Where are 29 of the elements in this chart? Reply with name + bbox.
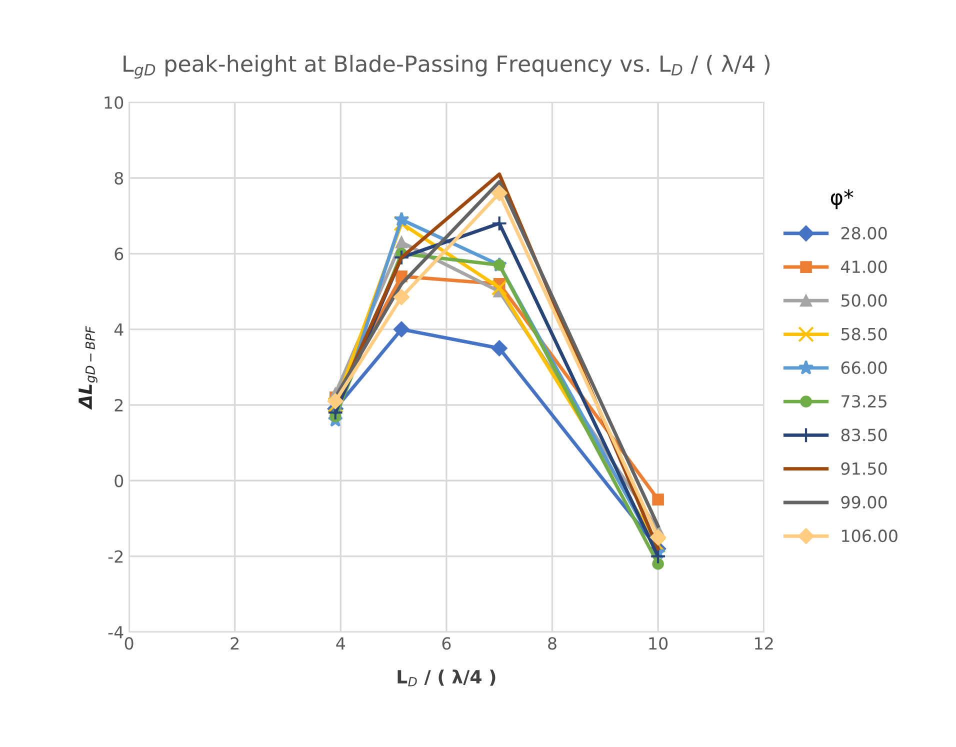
x-tick-label: 12 [755,637,773,650]
y-tick-label: -2 [108,550,123,563]
y-tick-label: -4 [108,626,124,638]
x-tick-label: 6 [442,637,451,650]
x-tick-label: 2 [230,637,238,650]
legend-label: 99.00 [841,496,887,509]
chart-title: L$_{gD}$ peak-height at Blade-Passing Frequency vs. L$_{D}$ / ( λ/4 ) [124,54,770,79]
x-tick-label: 0 [124,637,134,650]
x-tick-label: 8 [548,637,556,650]
legend-title: φ* [830,189,854,210]
y-tick-label: 0 [114,474,124,488]
x-tick-label: 10 [649,637,668,650]
legend-label: 41.00 [841,260,887,274]
legend-label: 91.50 [841,462,887,475]
legend-label: 106.00 [842,530,898,542]
legend-label: 66.00 [841,361,887,374]
y-tick-label: 10 [104,96,124,109]
x-tick-label: 4 [336,637,346,650]
y-tick-label: 2 [114,398,123,412]
y-tick-label: 6 [114,248,124,260]
y-tick-label: 8 [114,172,124,185]
legend-label: 58.50 [841,328,887,340]
legend-label: 83.50 [841,428,887,442]
legend-label: 73.25 [842,395,886,408]
y-axis-title: ΔL$_{gD−BPF}$ [78,326,98,410]
x-axis-title: L$_{D}$ / ( λ/4 ) [398,670,496,686]
legend-label: 28.00 [841,226,887,240]
y-tick-label: 4 [114,324,124,336]
legend-label: 50.00 [841,294,887,307]
